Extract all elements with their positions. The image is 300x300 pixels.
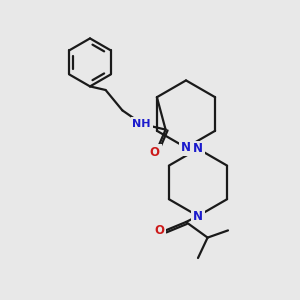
Text: N: N: [193, 209, 203, 223]
Text: O: O: [150, 146, 160, 159]
Text: N: N: [181, 141, 191, 154]
Text: NH: NH: [132, 118, 151, 129]
Text: N: N: [193, 142, 203, 155]
Text: O: O: [154, 224, 165, 237]
